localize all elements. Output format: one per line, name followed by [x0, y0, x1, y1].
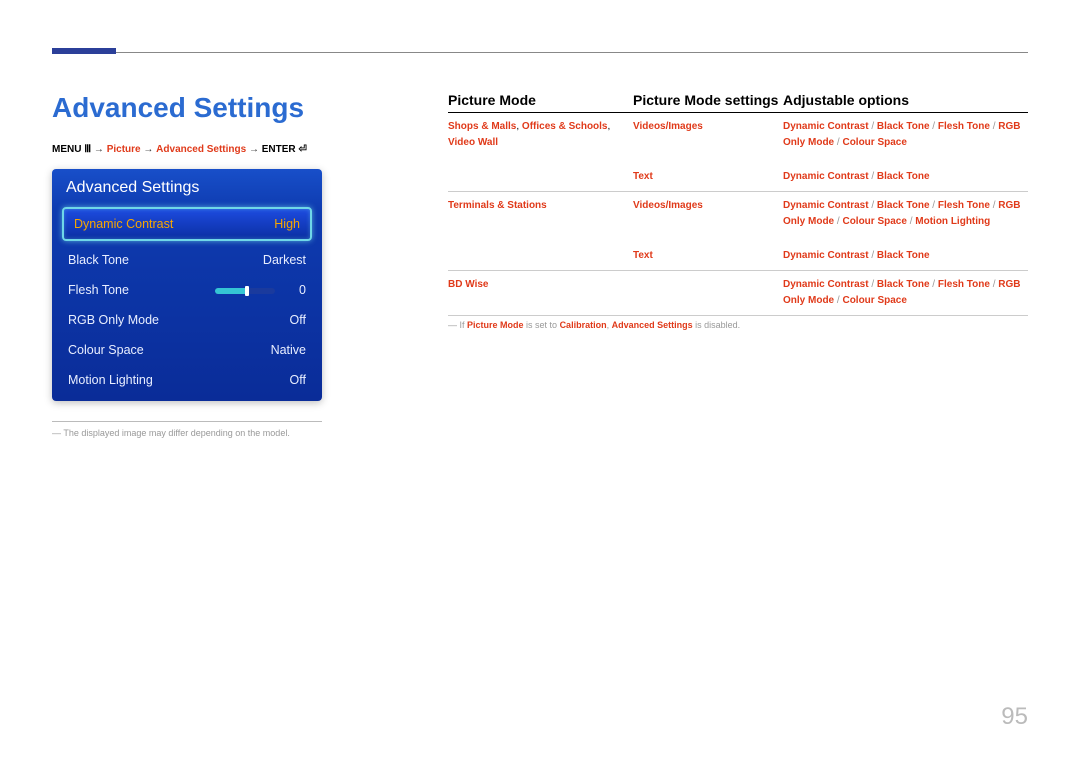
col-header-adjustable: Adjustable options	[783, 92, 1028, 108]
menu-item-value: Off	[290, 313, 306, 327]
breadcrumb-advanced: Advanced Settings	[156, 144, 246, 155]
menu-item-label: Black Tone	[68, 253, 129, 267]
table-row: Shops & Malls, Offices & Schools, Video …	[448, 113, 1028, 192]
menu-item-value: Darkest	[263, 253, 306, 267]
menu-item-colour-space[interactable]: Colour Space Native	[52, 335, 322, 365]
cell-adjustable-options: Dynamic Contrast / Black Tone	[783, 169, 1028, 185]
model-note: ― The displayed image may differ dependi…	[52, 428, 412, 438]
menu-item-label: Dynamic Contrast	[74, 217, 173, 231]
cell-mode-setting: Text	[633, 169, 783, 185]
menu-item-rgb-only-mode[interactable]: RGB Only Mode Off	[52, 305, 322, 335]
col-header-picture-mode: Picture Mode	[448, 92, 633, 108]
breadcrumb-enter: ENTER	[262, 144, 296, 155]
breadcrumb-picture: Picture	[107, 144, 141, 155]
menu-item-motion-lighting[interactable]: Motion Lighting Off	[52, 365, 322, 401]
col-header-settings: Picture Mode settings	[633, 92, 783, 108]
cell-adjustable-options: Dynamic Contrast / Black Tone / Flesh To…	[783, 119, 1028, 151]
menu-item-value: High	[274, 217, 300, 231]
menu-item-label: Flesh Tone	[68, 283, 129, 297]
breadcrumb-menu: MENU	[52, 144, 81, 155]
menu-item-dynamic-contrast[interactable]: Dynamic Contrast High	[62, 207, 312, 241]
cell-mode-setting: Videos/Images	[633, 198, 783, 230]
menu-item-black-tone[interactable]: Black Tone Darkest	[52, 245, 322, 275]
menu-item-value: Native	[271, 343, 306, 357]
title-accent-bar	[52, 48, 116, 54]
settings-menu-panel: Advanced Settings Dynamic Contrast High …	[52, 169, 322, 401]
cell-mode-setting: Videos/Images	[633, 119, 783, 151]
menu-item-flesh-tone[interactable]: Flesh Tone 0	[52, 275, 322, 305]
cell-picture-mode: Shops & Malls, Offices & Schools, Video …	[448, 119, 633, 185]
table-row: BD Wise Dynamic Contrast / Black Tone / F…	[448, 271, 1028, 316]
cell-picture-mode: BD Wise	[448, 277, 633, 309]
cell-adjustable-options: Dynamic Contrast / Black Tone	[783, 248, 1028, 264]
cell-mode-setting	[633, 277, 783, 309]
menu-header: Advanced Settings	[52, 169, 322, 207]
menu-item-label: RGB Only Mode	[68, 313, 159, 327]
options-table: Picture Mode Picture Mode settings Adjus…	[448, 92, 1028, 316]
cell-mode-setting: Text	[633, 248, 783, 264]
cell-adjustable-options: Dynamic Contrast / Black Tone / Flesh To…	[783, 198, 1028, 230]
menu-item-value: 0	[294, 283, 306, 297]
cell-picture-mode: Terminals & Stations	[448, 198, 633, 264]
page-number: 95	[1001, 703, 1028, 731]
breadcrumb: MENU Ⅲ → Picture → Advanced Settings → E…	[52, 144, 412, 155]
menu-item-label: Motion Lighting	[68, 373, 153, 387]
table-row: Terminals & StationsVideos/ImagesDynamic…	[448, 192, 1028, 271]
page-title: Advanced Settings	[52, 92, 412, 124]
menu-item-value: Off	[290, 373, 306, 387]
flesh-tone-slider[interactable]	[215, 288, 275, 294]
cell-adjustable-options: Dynamic Contrast / Black Tone / Flesh To…	[783, 277, 1028, 309]
footnote: ― If Picture Mode is set to Calibration,…	[448, 316, 1028, 330]
menu-item-label: Colour Space	[68, 343, 144, 357]
